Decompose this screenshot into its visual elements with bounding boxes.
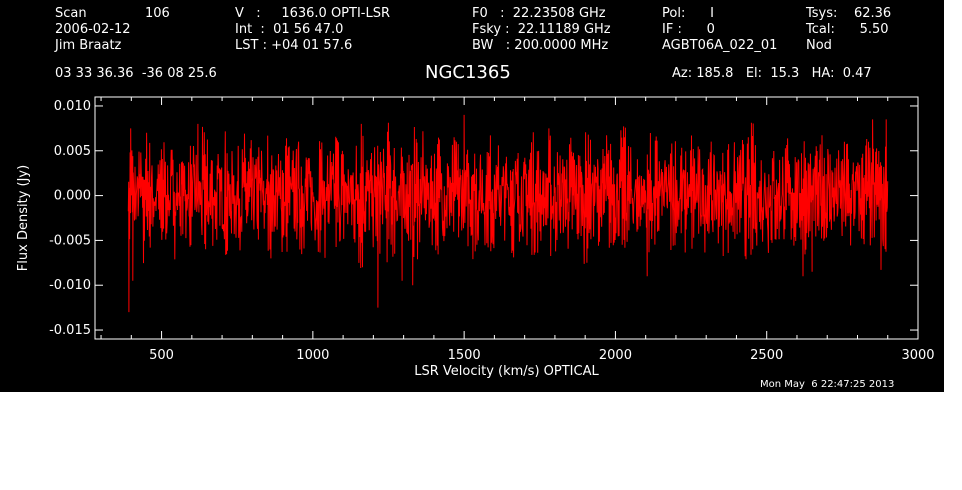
plot-timestamp: Mon May 6 22:47:25 2013 — [760, 379, 895, 390]
plot-frame — [94, 96, 919, 340]
x-tick-label: 3000 — [901, 348, 934, 363]
y-tick-label: 0.000 — [54, 189, 91, 204]
if-number: IF : 0 — [662, 22, 715, 37]
y-tick-label: 0.005 — [54, 144, 91, 159]
x-tick-label: 2500 — [750, 348, 783, 363]
integration-time: Int : 01 56 47.0 — [235, 22, 344, 37]
x-tick-label: 1500 — [448, 348, 481, 363]
y-axis-label: Flux Density (Jy) — [16, 165, 31, 271]
tsys: Tsys: 62.36 — [806, 6, 892, 21]
polarization: Pol: I — [662, 6, 714, 21]
project-id: AGBT06A_022_01 — [662, 38, 778, 53]
bandwidth: BW : 200.0000 MHz — [472, 38, 609, 53]
x-tick-label: 1000 — [296, 348, 329, 363]
f0-frequency: F0 : 22.23508 GHz — [472, 6, 606, 21]
y-tick-label: -0.015 — [49, 323, 91, 338]
az-el-ha: Az: 185.8 El: 15.3 HA: 0.47 — [672, 66, 872, 81]
velocity-info: V : 1636.0 OPTI-LSR — [235, 6, 391, 21]
fsky-frequency: Fsky : 22.11189 GHz — [472, 22, 611, 37]
y-axis-ticks: 0.010 0.005 0.000 -0.005 -0.010 -0.015 — [49, 99, 918, 338]
x-axis-ticks: 500 1000 1500 2000 2500 3000 — [100, 97, 935, 363]
y-tick-label: -0.010 — [49, 278, 91, 293]
scan-label: Scan — [55, 6, 87, 21]
spectrum-trace — [127, 114, 889, 313]
spectrum-trace-layer — [127, 114, 889, 313]
observation-date: 2006-02-12 — [55, 22, 131, 37]
y-tick-label: 0.010 — [54, 99, 91, 114]
y-tick-label: -0.005 — [49, 233, 91, 248]
scan-number: 106 — [145, 6, 170, 21]
x-tick-label: 500 — [149, 348, 174, 363]
observer-name: Jim Braatz — [55, 38, 122, 53]
source-name-title: NGC1365 — [425, 62, 511, 83]
spectrum-chart: 500 1000 1500 2000 2500 3000 0.010 0.005 0.000 -… — [16, 96, 935, 379]
tcal: Tcal: 5.50 — [806, 22, 889, 37]
lst-info: LST : +04 01 57.6 — [235, 38, 353, 53]
source-coordinates: 03 33 36.36 -36 08 25.6 — [55, 66, 217, 81]
x-axis-label: LSR Velocity (km/s) OPTICAL — [414, 364, 599, 379]
observing-mode: Nod — [806, 38, 832, 53]
x-tick-label: 2000 — [599, 348, 632, 363]
